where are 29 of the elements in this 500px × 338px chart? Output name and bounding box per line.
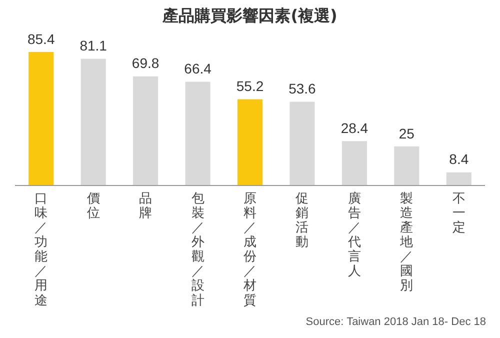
x-tick-label: 廣告／代言人 [346, 190, 361, 278]
bar [133, 76, 158, 186]
bar [394, 146, 420, 186]
x-tick-label: 品牌 [139, 190, 152, 220]
source-note: Source: Taiwan 2018 Jan 18- Dec 18 [306, 316, 486, 328]
x-tick-label: 不一定 [452, 190, 466, 234]
bar [185, 82, 210, 186]
x-tick-label: 製造產地／國別 [399, 190, 414, 293]
chart-title: 產品購買影響因素(複選) [161, 6, 338, 27]
x-tick-label: 價位 [86, 190, 100, 220]
x-tick-label: 包裝／外觀／設計 [191, 190, 204, 308]
data-label: 69.8 [132, 55, 160, 72]
x-tick-label: 口味／功能／用途 [34, 190, 48, 308]
data-label: 81.1 [80, 38, 108, 54]
data-label: 53.6 [288, 80, 316, 97]
bar [80, 58, 106, 186]
bar [237, 99, 263, 186]
data-label: 28.4 [340, 120, 368, 136]
data-label: 8.4 [449, 151, 469, 168]
data-label: 55.2 [236, 78, 264, 94]
bar [28, 52, 54, 186]
x-tick-label: 原料／成份／材質 [242, 190, 256, 308]
data-label: 25 [398, 125, 415, 142]
data-label: 85.4 [27, 30, 55, 47]
bar [290, 102, 315, 186]
data-label: 66.4 [184, 60, 212, 77]
x-tick-label: 促銷活動 [296, 190, 309, 250]
bar [342, 141, 367, 186]
bar [446, 172, 472, 186]
